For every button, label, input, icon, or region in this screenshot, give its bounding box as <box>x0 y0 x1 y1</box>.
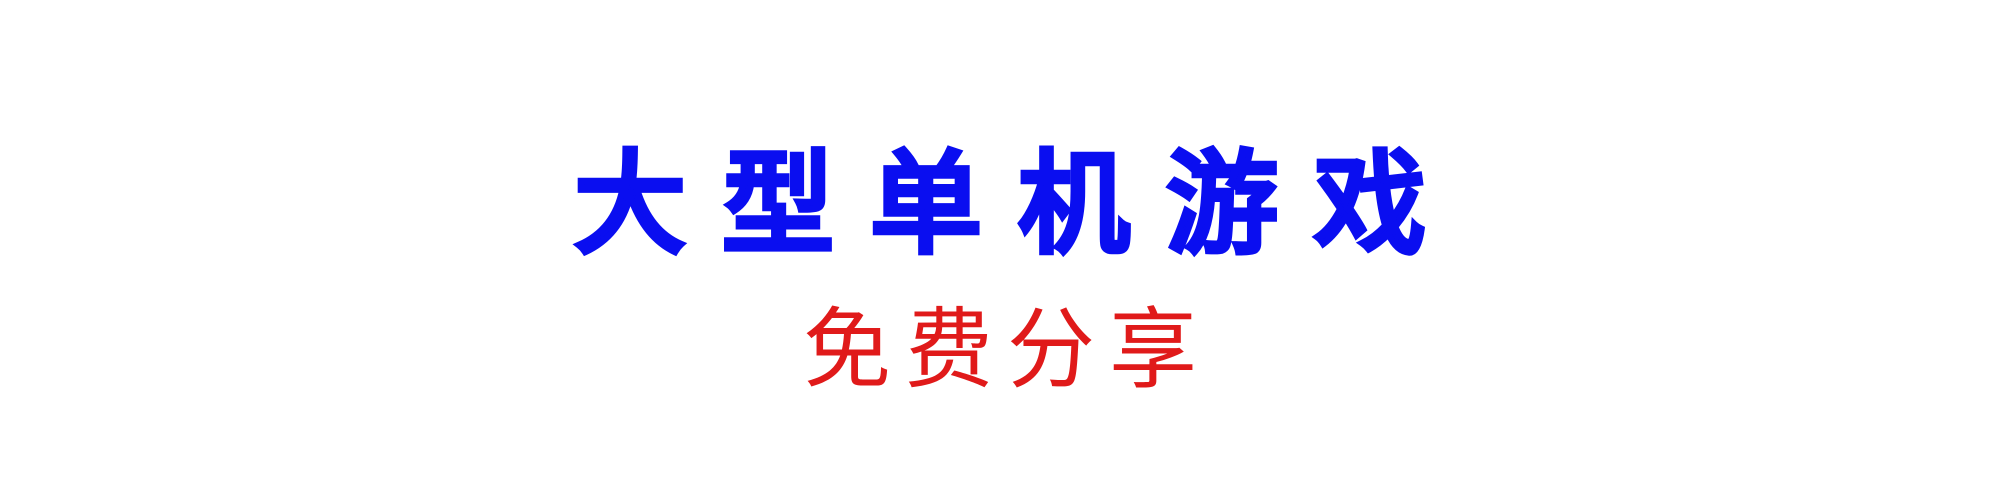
banner-title: 大型单机游戏 <box>573 140 1462 270</box>
banner-subtitle: 免费分享 <box>802 298 1211 401</box>
